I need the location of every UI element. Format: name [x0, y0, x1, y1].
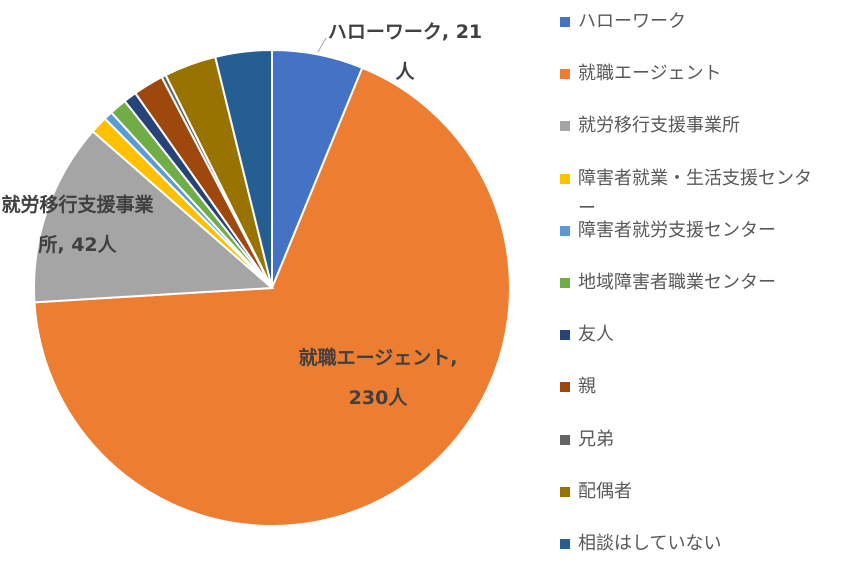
legend-label: 地域障害者職業センター [578, 272, 776, 293]
legend-item: 配偶者 [560, 477, 825, 507]
legend-label: 兄弟 [578, 428, 614, 450]
legend-swatch [560, 486, 570, 497]
legend-swatch [560, 539, 570, 549]
legend-label: ハローワーク [578, 11, 686, 32]
legend-label: 配偶者 [578, 480, 632, 502]
legend-item: 地域障害者職業センター [560, 268, 825, 298]
legend-label: 親 [578, 376, 596, 398]
legend-label: 障害者就業・生活支援センター [578, 167, 812, 219]
legend-swatch [560, 225, 570, 236]
legend-item: 障害者就労支援センター [560, 216, 825, 246]
legend-item: 友人 [560, 320, 825, 350]
leader-line [317, 37, 327, 53]
legend-swatch [560, 278, 570, 288]
legend-swatch [560, 17, 570, 27]
legend-swatch [560, 173, 570, 184]
legend-item: 相談はしていない [560, 529, 825, 559]
legend-swatch [560, 382, 570, 393]
legend-item: 就職エージェント [560, 59, 825, 89]
legend-swatch [560, 434, 570, 445]
legend-item: 就労移行支援事業所 [560, 111, 825, 141]
legend-item: ハローワーク [560, 7, 825, 37]
data-label: 就労移行支援事業所, 42人 [1, 194, 154, 256]
legend-item: 兄弟 [560, 425, 825, 455]
pie-slice [33, 66, 511, 527]
legend-label: 就労移行支援事業所 [578, 115, 740, 137]
pie-slice [33, 129, 275, 304]
data-label: ハローワーク, 21人 [327, 21, 483, 83]
legend-label: 就職エージェント [578, 63, 722, 85]
legend-label: 友人 [578, 324, 614, 346]
legend-label: 相談はしていない [578, 533, 722, 554]
pie-slice [213, 48, 273, 289]
legend-label: 障害者就労支援センター [578, 219, 776, 241]
legend-item: 障害者就業・生活支援センター [560, 164, 825, 224]
legend-swatch [560, 121, 570, 132]
data-label: 就職エージェント, 230人 [298, 347, 458, 409]
legend-swatch [560, 69, 570, 80]
legend-item: 親 [560, 372, 825, 402]
legend-swatch [560, 330, 570, 341]
